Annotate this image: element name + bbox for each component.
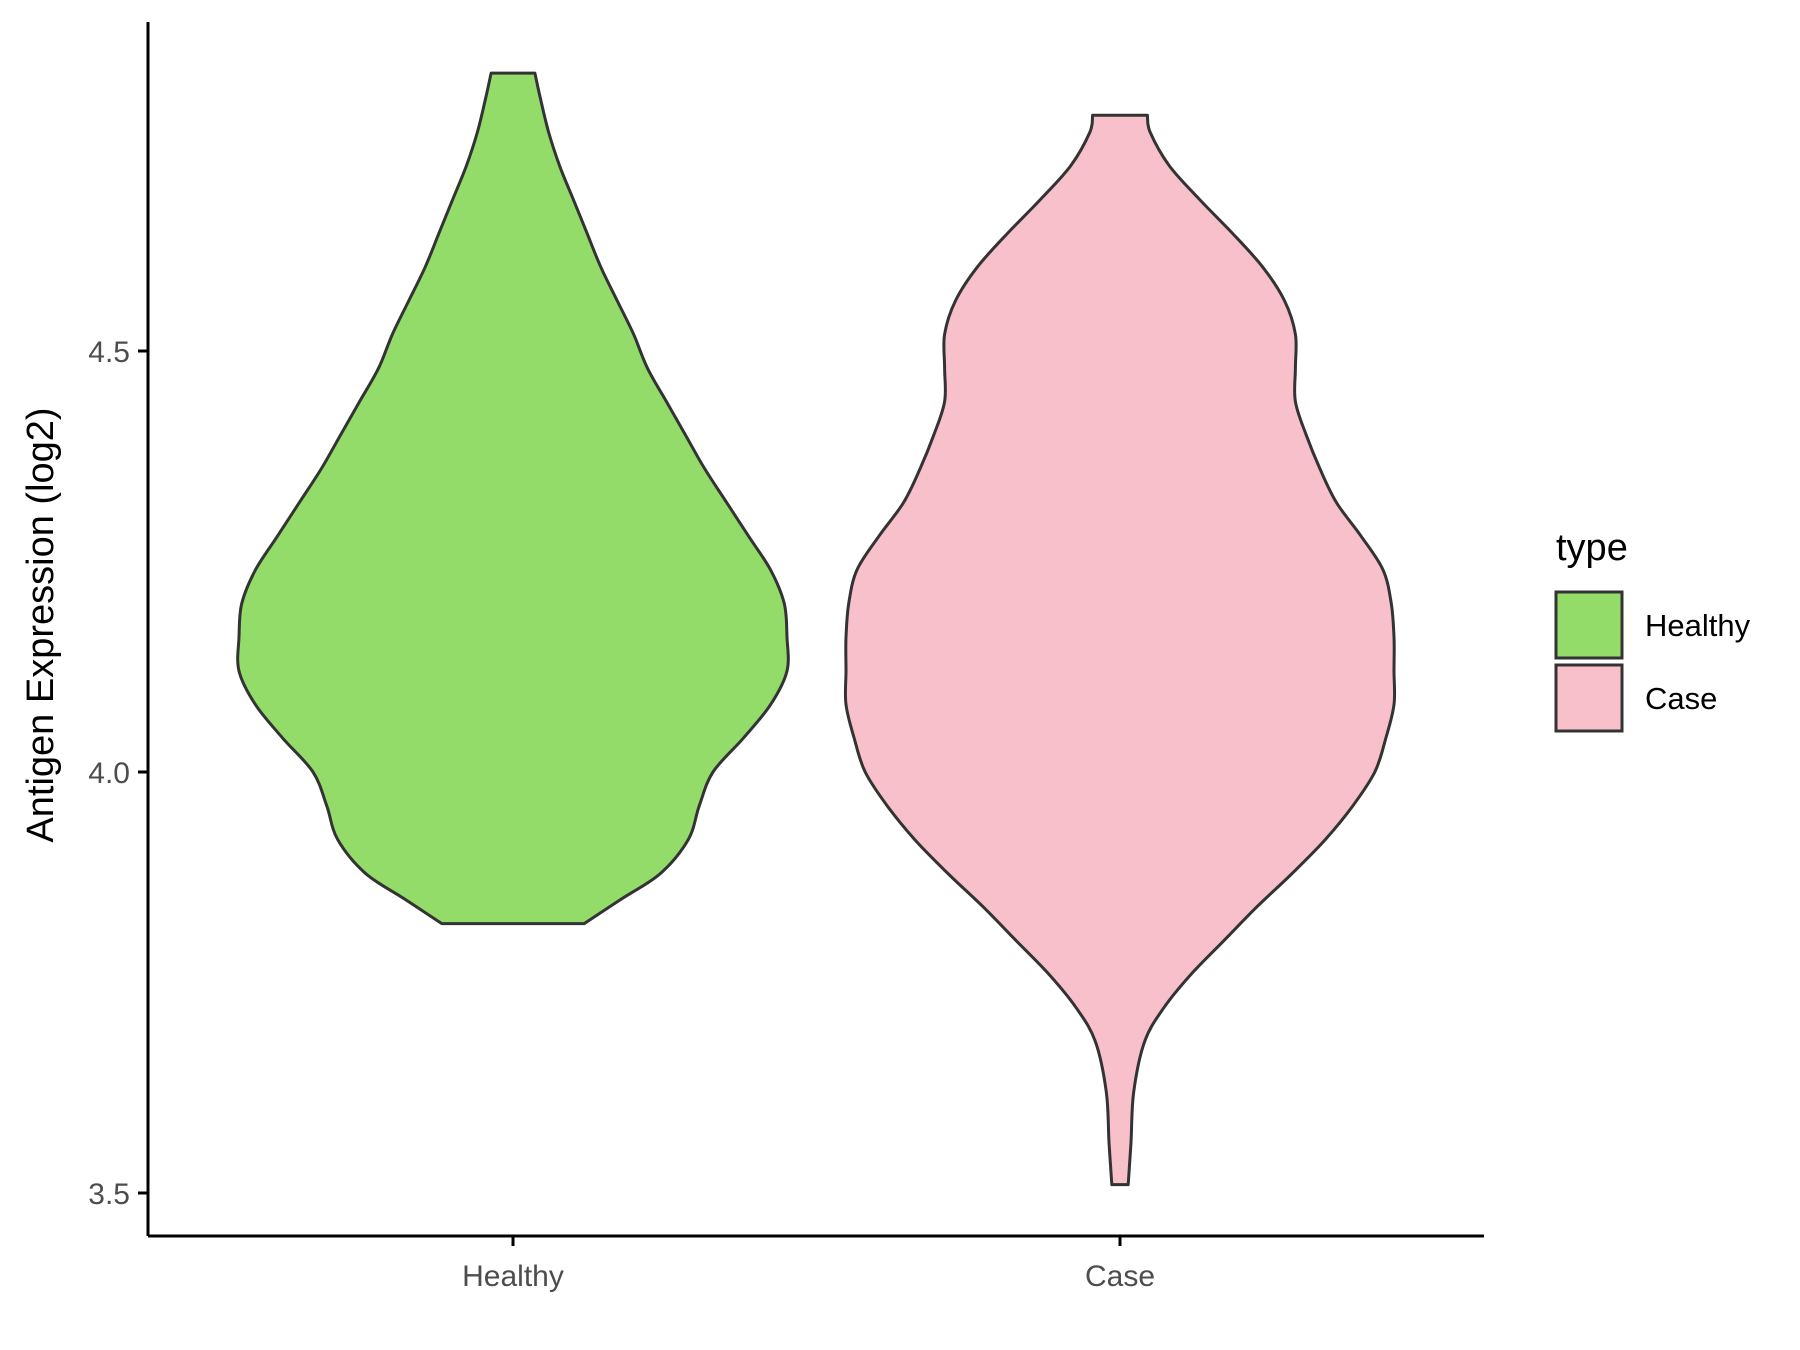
- y-tick-label: 4.0: [88, 757, 130, 790]
- y-tick-label: 4.5: [88, 336, 130, 369]
- legend-key-case: [1554, 663, 1624, 733]
- x-tick-label: Case: [1085, 1260, 1155, 1293]
- y-tick-label: 3.5: [88, 1178, 130, 1211]
- legend-label-case: Case: [1645, 681, 1717, 716]
- violin-healthy: [236, 71, 790, 926]
- legend-entries: Healthy Case: [1554, 590, 1751, 733]
- x-ticks: Healthy Case: [462, 1236, 1155, 1293]
- y-axis-title: Antigen Expression (log2): [20, 407, 62, 842]
- y-ticks: 3.5 4.0 4.5: [88, 336, 148, 1211]
- legend: type Healthy Case: [1554, 527, 1751, 733]
- x-tick-label: Healthy: [462, 1260, 564, 1293]
- legend-key-healthy: [1554, 590, 1624, 660]
- violin-case: [843, 113, 1397, 1187]
- legend-label-healthy: Healthy: [1645, 608, 1751, 643]
- legend-title: type: [1556, 527, 1628, 569]
- violins: [236, 71, 1397, 1187]
